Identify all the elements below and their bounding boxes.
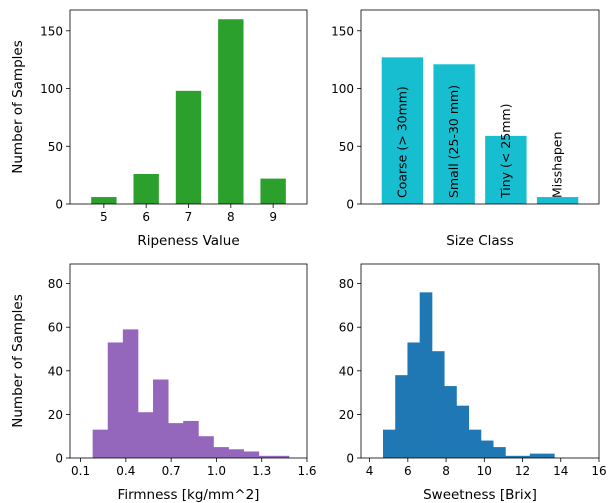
x-tick-label: 0.1 (71, 464, 90, 478)
x-tick-label: 8 (227, 210, 235, 224)
bar-ripeness-4 (260, 178, 286, 204)
x-axis-label: Firmness [kg/mm^2] (118, 487, 260, 503)
y-tick-label: 40 (339, 364, 354, 378)
hist-bar-firmness-5 (168, 423, 184, 458)
bar-ripeness-0 (91, 197, 117, 204)
x-tick-label: 12 (515, 464, 530, 478)
ripeness-chart: 5 6 7 8 9 0 50 100 150 Ripeness Value Number of Sa… (10, 9, 308, 249)
y-tick-label: 60 (48, 321, 63, 335)
bar-size-1 (433, 64, 475, 205)
axes-frame (69, 263, 308, 459)
x-tick-label: 10 (477, 464, 492, 478)
hist-bar-firmness-6 (183, 420, 199, 458)
y-tick-label: 80 (339, 277, 354, 291)
hist-bar-firmness-10 (243, 451, 260, 458)
y-tick-label: 150 (40, 24, 63, 38)
x-axis-label: Sweetness [Brix] (423, 487, 537, 503)
bar-category-label: Coarse (> 30mm) (394, 86, 409, 198)
x-tick-label: 1.3 (252, 464, 271, 478)
x-tick-label: 4 (366, 464, 374, 478)
bar-ripeness-1 (133, 173, 159, 204)
x-axis-label: Ripeness Value (137, 233, 239, 249)
x-tick-label: 7 (185, 210, 193, 224)
hist-bar-sweetness-5 (444, 386, 457, 458)
x-tick-label: 5 (100, 210, 108, 224)
y-tick-label: 150 (331, 24, 354, 38)
x-tick-label: 8 (442, 464, 450, 478)
hist-bar-firmness-11 (258, 455, 275, 458)
y-axis-label: Number of Samples (10, 294, 26, 427)
hist-bar-sweetness-4 (431, 351, 445, 458)
bar-size-0 (381, 57, 424, 204)
y-tick-label: 60 (339, 321, 354, 335)
y-tick-label: 100 (331, 82, 354, 96)
x-tick-label: 6 (404, 464, 412, 478)
y-tick-label: 20 (339, 408, 354, 422)
y-tick-label: 0 (346, 452, 354, 466)
x-tick-label: 1.0 (207, 464, 226, 478)
y-tick-label: 40 (48, 364, 63, 378)
bar-ripeness-2 (175, 90, 202, 204)
hist-bar-sweetness-13 (542, 453, 555, 458)
x-tick-label: 0.4 (116, 464, 135, 478)
x-tick-label: 16 (591, 464, 606, 478)
hist-bar-firmness-7 (198, 436, 214, 458)
y-tick-label: 50 (339, 140, 354, 154)
x-tick-label: 1.6 (297, 464, 316, 478)
bar-ripeness-3 (218, 19, 244, 204)
bar-size-3 (536, 197, 579, 204)
bar-category-label: Tiny (< 25mm) (498, 104, 513, 199)
size-class-chart: Coarse (> 30mm) Small (25-30 mm) Tiny (< 2… (331, 9, 600, 249)
x-tick-label: 0.7 (162, 464, 181, 478)
x-axis-label: Size Class (446, 233, 514, 249)
y-axis-label: Number of Samples (10, 40, 26, 173)
hist-bar-sweetness-11 (517, 455, 531, 458)
hist-bar-sweetness-12 (529, 453, 543, 458)
bar-category-label: Small (25-30 mm) (446, 85, 461, 198)
x-tick-label: 6 (142, 210, 150, 224)
hist-bar-firmness-0 (92, 429, 109, 458)
axes-frame (360, 263, 600, 459)
hist-bar-sweetness-1 (395, 375, 408, 458)
y-tick-label: 50 (48, 140, 63, 154)
firmness-histogram: 0.1 0.4 0.7 1.0 1.3 1.6 0 20 40 60 80 Firmness [kg/… (10, 263, 317, 503)
hist-bar-sweetness-6 (456, 405, 470, 458)
hist-bar-sweetness-8 (480, 440, 494, 458)
y-tick-label: 0 (55, 198, 63, 212)
hist-bar-firmness-12 (273, 455, 290, 458)
y-tick-label: 100 (40, 82, 63, 96)
x-tick-label: 14 (553, 464, 568, 478)
y-tick-label: 20 (48, 408, 63, 422)
axes-frame (69, 9, 308, 205)
hist-bar-sweetness-0 (382, 429, 396, 458)
hist-bar-firmness-8 (213, 447, 229, 458)
hist-bar-firmness-1 (107, 342, 124, 458)
axes-frame (360, 9, 600, 205)
hist-bar-sweetness-9 (493, 447, 506, 458)
hist-bar-firmness-4 (153, 379, 169, 458)
hist-bar-sweetness-2 (407, 342, 421, 458)
hist-bar-firmness-2 (122, 329, 139, 458)
hist-bar-firmness-9 (228, 449, 244, 458)
hist-bar-sweetness-3 (419, 292, 433, 458)
bar-category-label: Misshapen (550, 132, 565, 198)
x-tick-label: 9 (269, 210, 277, 224)
hist-bar-sweetness-10 (505, 455, 518, 458)
y-tick-label: 0 (346, 198, 354, 212)
hist-bar-sweetness-7 (468, 429, 482, 458)
y-tick-label: 80 (48, 277, 63, 291)
sweetness-histogram: 4 6 8 10 12 14 16 0 20 40 60 80 Sweetness [Brix] (339, 263, 607, 503)
hist-bar-firmness-3 (137, 412, 154, 458)
bar-size-2 (485, 135, 527, 204)
y-tick-label: 0 (55, 452, 63, 466)
